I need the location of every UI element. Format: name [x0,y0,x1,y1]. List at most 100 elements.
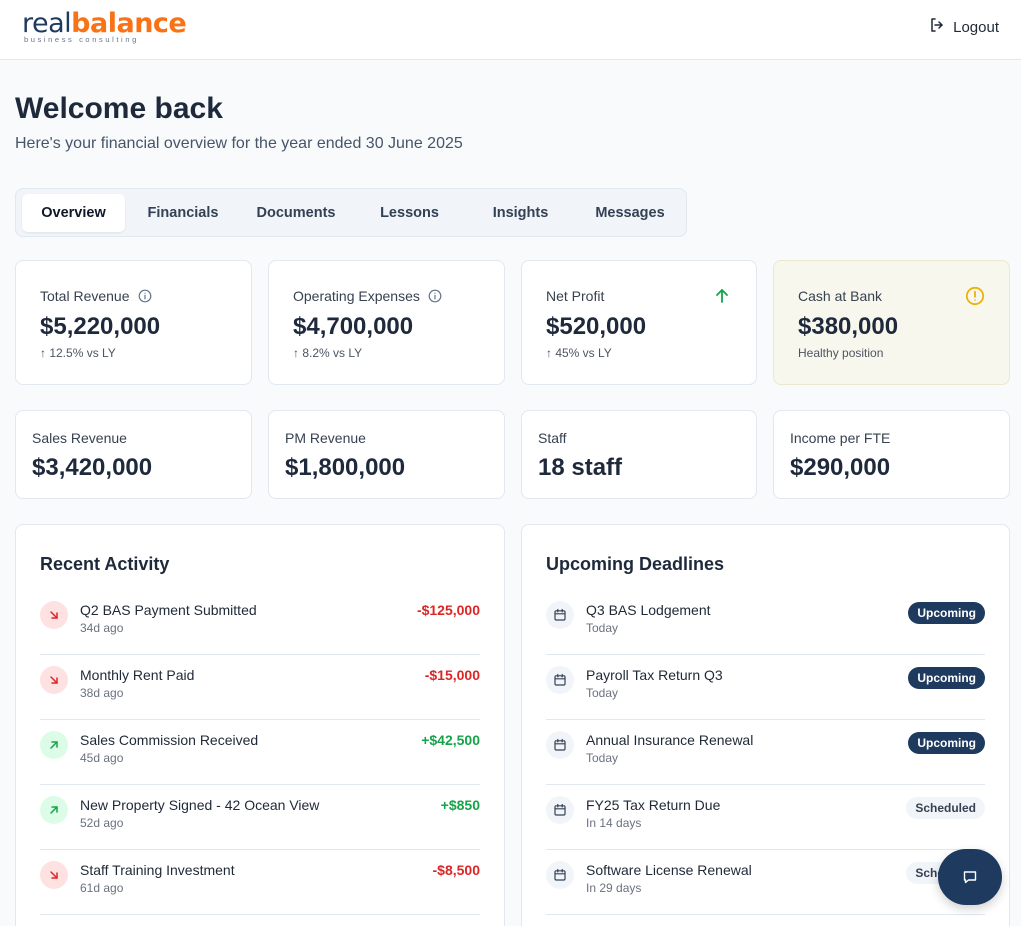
status-badge: Scheduled [906,797,985,819]
panel-title: Recent Activity [40,554,170,574]
activity-title: Staff Training Investment [80,862,235,878]
activity-date: 34d ago [80,621,124,635]
deadline-row[interactable]: Software License Renewal In 29 days Sche… [546,850,985,915]
tab-documents[interactable]: Documents [256,205,336,221]
kpi-card-operating-expenses: Operating Expenses $4,700,000 ↑ 8.2% vs … [268,260,505,385]
page-title: Welcome back [15,92,223,125]
kpi-value: $4,700,000 [293,313,414,340]
activity-date: 52d ago [80,816,124,830]
tab-insights[interactable]: Insights [492,205,549,221]
deadline-title: Annual Insurance Renewal [586,732,754,748]
info-icon[interactable] [138,289,152,303]
stat-value: $1,800,000 [285,454,406,481]
arrow-up-icon [716,289,728,303]
kpi-label-text: Operating Expenses [293,288,420,304]
logo-text-real: real [22,8,72,39]
stat-card-income-per-fte: Income per FTE $290,000 [773,410,1010,499]
status-badge: Upcoming [908,667,985,689]
stat-value: 18 staff [538,454,623,481]
recent-activity-panel: Recent Activity Q2 BAS Payment Submitted… [15,524,505,926]
kpi-label-text: Net Profit [546,288,605,304]
activity-date: 38d ago [80,686,124,700]
kpi-label: Operating Expenses [293,288,442,304]
deadline-row[interactable]: FY25 Tax Return Due In 14 days Scheduled [546,785,985,850]
activity-amount: +$42,500 [421,732,480,748]
activity-date: 61d ago [80,881,124,895]
deadline-row[interactable]: Payroll Tax Return Q3 Today Upcoming [546,655,985,720]
activity-row[interactable]: New Property Signed - 42 Ocean View 52d … [40,785,480,850]
panel-title: Upcoming Deadlines [546,554,725,574]
kpi-label: Net Profit [546,288,604,304]
activity-amount: -$15,000 [424,667,480,683]
kpi-label: Total Revenue [40,288,152,304]
stat-card-sales-revenue: Sales Revenue $3,420,000 [15,410,252,499]
logout-button[interactable]: Logout [929,17,999,37]
deadline-date: In 29 days [586,881,642,895]
activity-title: Monthly Rent Paid [80,667,195,683]
tab-overview[interactable]: Overview [22,194,125,232]
logo-text-balance: balance [71,8,187,39]
deadline-date: Today [586,621,619,635]
stat-card-pm-revenue: PM Revenue $1,800,000 [268,410,505,499]
deadline-title: Q3 BAS Lodgement [586,602,711,618]
kpi-value: $380,000 [798,313,899,340]
deadline-date: Today [586,686,619,700]
kpi-card-net-profit: Net Profit $520,000 ↑ 45% vs LY [521,260,757,385]
page-subtitle: Here's your financial overview for the y… [15,135,463,152]
arrow-down-right-icon [40,666,68,694]
kpi-change: ↑ 12.5% vs LY [40,346,116,360]
realbalance-logo[interactable]: realbalance business consulting [22,8,187,44]
kpi-label-text: Cash at Bank [798,288,883,304]
calendar-icon [546,796,574,824]
top-bar: realbalance business consulting Logout [0,0,1021,60]
deadline-row[interactable]: Q3 BAS Lodgement Today Upcoming [546,590,985,655]
kpi-status: Healthy position [798,346,884,360]
calendar-icon [546,731,574,759]
activity-row[interactable]: Sales Commission Received 45d ago +$42,5… [40,720,480,785]
activity-amount: -$8,500 [432,862,480,878]
kpi-change: ↑ 8.2% vs LY [293,346,363,360]
upcoming-deadlines-panel: Upcoming Deadlines Q3 BAS Lodgement Toda… [521,524,1010,926]
info-icon[interactable] [428,289,442,303]
activity-amount: -$125,000 [416,602,480,618]
kpi-label: Cash at Bank [798,288,882,304]
deadline-row[interactable]: Annual Insurance Renewal Today Upcoming [546,720,985,785]
stat-value: $3,420,000 [32,454,153,481]
stat-label: PM Revenue [285,430,366,446]
arrow-down-right-icon [40,861,68,889]
chat-bubble-icon [963,871,977,884]
deadline-date: Today [586,751,619,765]
activity-row[interactable]: Staff Training Investment 61d ago -$8,50… [40,850,480,915]
calendar-icon [546,666,574,694]
deadline-title: Software License Renewal [586,862,752,878]
calendar-icon [546,601,574,629]
kpi-card-cash-at-bank: Cash at Bank $380,000 Healthy position [773,260,1010,385]
arrow-up-right-icon [40,796,68,824]
chat-button[interactable] [938,849,1002,905]
calendar-icon [546,861,574,889]
tab-bar: Overview Financials Documents Lessons In… [15,188,687,237]
stat-card-staff: Staff 18 staff [521,410,757,499]
kpi-value: $5,220,000 [40,313,161,340]
tab-financials[interactable]: Financials [147,205,219,221]
kpi-label-text: Total Revenue [40,288,130,304]
tab-lessons[interactable]: Lessons [380,205,439,221]
kpi-card-total-revenue: Total Revenue $5,220,000 ↑ 12.5% vs LY [15,260,252,385]
activity-row[interactable]: Monthly Rent Paid 38d ago -$15,000 [40,655,480,720]
arrow-up-right-icon [40,731,68,759]
stat-label: Staff [538,430,567,446]
kpi-change: ↑ 45% vs LY [546,346,612,360]
tab-messages[interactable]: Messages [595,205,665,221]
alert-circle-icon [965,286,985,306]
activity-date: 45d ago [80,751,124,765]
deadline-title: Payroll Tax Return Q3 [586,667,723,683]
stat-label: Sales Revenue [32,430,127,446]
logo-tagline: business consulting [24,35,139,44]
deadline-date: In 14 days [586,816,642,830]
activity-title: New Property Signed - 42 Ocean View [80,797,320,813]
logout-icon [929,17,945,37]
stat-label: Income per FTE [790,430,891,446]
activity-row[interactable]: Q2 BAS Payment Submitted 34d ago -$125,0… [40,590,480,655]
stat-value: $290,000 [790,454,891,481]
arrow-down-right-icon [40,601,68,629]
